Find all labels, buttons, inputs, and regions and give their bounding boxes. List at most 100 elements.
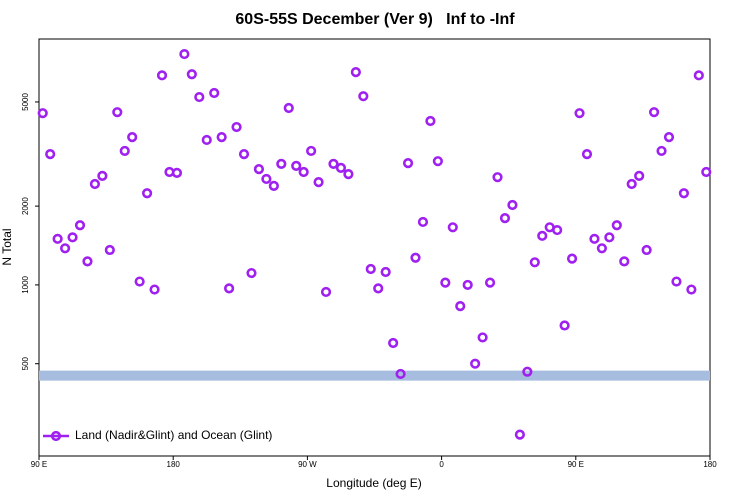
plot-frame: [38, 38, 711, 457]
data-point: [589, 233, 600, 244]
data-point: [619, 256, 630, 267]
data-point: [238, 149, 250, 160]
data-point: [328, 158, 339, 169]
data-point: [656, 145, 667, 157]
data-point: [261, 173, 272, 185]
data-point: [313, 177, 324, 188]
data-point: [119, 145, 130, 157]
data-point: [641, 244, 652, 256]
data-point: [693, 70, 704, 81]
x-tick-label: 90 E: [568, 460, 584, 469]
data-point: [499, 212, 511, 224]
data-point: [574, 108, 585, 119]
data-point: [507, 199, 518, 211]
data-point: [470, 358, 481, 369]
data-point: [559, 320, 570, 331]
data-point: [186, 69, 197, 80]
data-point: [171, 167, 183, 178]
data-point: [320, 286, 332, 298]
data-point: [45, 149, 56, 160]
data-point: [395, 368, 406, 380]
data-point: [455, 300, 466, 312]
data-point: [253, 163, 265, 175]
data-point: [209, 87, 220, 99]
data-point: [194, 91, 205, 103]
data-point: [298, 166, 309, 178]
data-point: [462, 279, 473, 291]
data-point: [306, 145, 317, 157]
data-point: [268, 180, 279, 191]
data-point: [671, 276, 682, 287]
data-point: [537, 230, 548, 241]
data-point: [134, 276, 145, 287]
data-point: [596, 243, 607, 254]
data-point: [432, 156, 443, 167]
data-point: [484, 277, 496, 288]
y-tick-label: 1000: [21, 275, 30, 293]
x-tick-label: 0: [439, 460, 444, 469]
data-point: [581, 149, 593, 160]
data-point: [663, 132, 675, 143]
y-axis-title: N Total: [0, 228, 14, 265]
legend-swatch-marker: [50, 430, 62, 442]
data-point: [388, 337, 399, 349]
data-point: [343, 169, 354, 180]
data-point: [149, 284, 160, 295]
data-point: [522, 366, 533, 377]
x-tick-label: 90 W: [298, 460, 317, 469]
data-point: [59, 243, 71, 254]
data-point: [291, 160, 302, 171]
data-point: [634, 170, 645, 181]
data-point: [440, 277, 451, 288]
x-axis-title: Longitude (deg E): [326, 476, 421, 490]
data-point: [350, 67, 361, 78]
data-point: [447, 222, 458, 233]
data-point: [626, 178, 637, 190]
data-point: [529, 257, 540, 268]
data-point: [604, 232, 615, 243]
data-point: [104, 244, 115, 256]
chart-title: 60S-55S December (Ver 9) Inf to -Inf: [235, 11, 515, 28]
data-point: [67, 232, 78, 243]
data-point: [89, 178, 101, 190]
data-point: [380, 266, 391, 278]
data-point: [156, 70, 168, 81]
data-point: [552, 224, 563, 236]
data-point: [566, 253, 578, 264]
data-point: [648, 107, 660, 118]
data-point: [283, 102, 294, 114]
data-point: [142, 188, 153, 199]
data-point: [678, 188, 690, 199]
data-point: [373, 283, 384, 294]
data-point: [246, 267, 257, 279]
data-point: [425, 115, 436, 127]
data-point: [611, 220, 622, 231]
data-point: [231, 121, 242, 133]
x-tick-label: 90 E: [31, 460, 47, 469]
data-point: [127, 132, 138, 143]
data-point: [74, 220, 86, 231]
data-point: [365, 263, 376, 275]
data-point: [358, 91, 369, 102]
data-point: [112, 107, 123, 118]
data-point: [97, 170, 108, 181]
data-point: [201, 134, 212, 146]
y-tick-label: 500: [21, 356, 30, 370]
data-point: [82, 256, 93, 267]
data-point: [402, 158, 414, 169]
data-point: [417, 216, 429, 228]
data-point: [410, 252, 421, 263]
data-point: [514, 429, 525, 440]
data-point: [216, 132, 227, 143]
y-tick-label: 2000: [21, 197, 30, 215]
data-point: [52, 233, 63, 244]
data-point: [701, 166, 712, 178]
legend-label: Land (Nadir&Glint) and Ocean (Glint): [75, 428, 272, 442]
x-tick-label: 180: [167, 460, 181, 469]
data-point: [477, 332, 488, 343]
data-point: [224, 283, 235, 294]
data-point: [179, 48, 190, 60]
data-point: [335, 162, 347, 173]
data-point: [492, 172, 503, 183]
